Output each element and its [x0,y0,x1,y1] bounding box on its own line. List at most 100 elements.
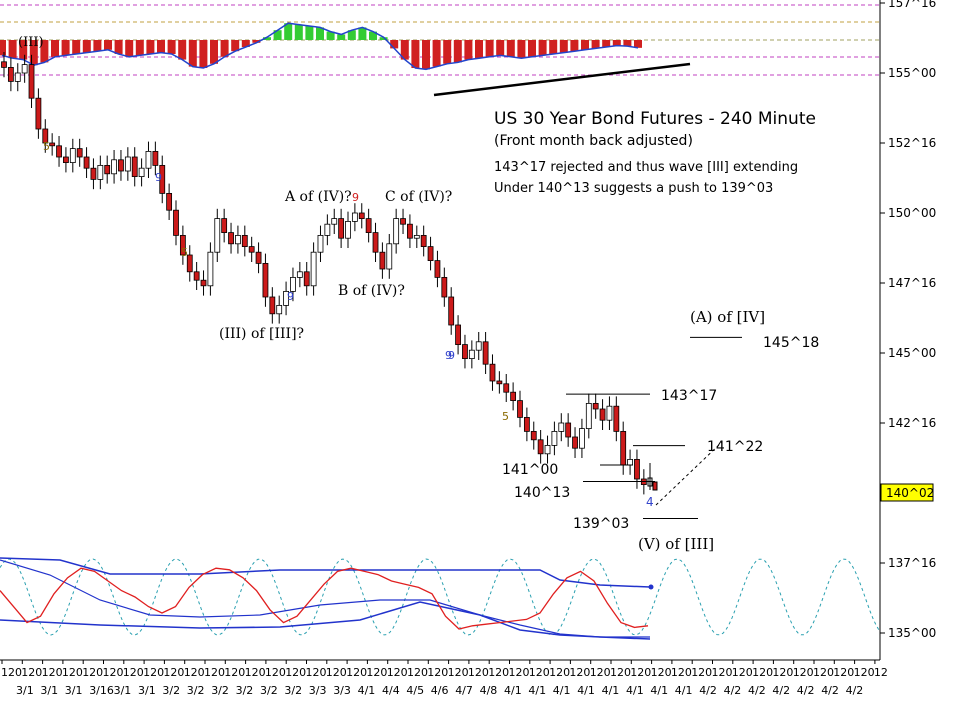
x-tick-label-date: 4/6 [431,684,449,697]
candle-body [56,145,62,158]
indicator-bar [496,40,505,56]
x-tick-label-date: 4/1 [650,684,668,697]
candle-body [200,279,207,287]
candle-body [193,271,200,281]
x-tick-label-date: 4/1 [602,684,620,697]
x-tick-label-date: 3/2 [187,684,205,697]
count-label: 9 [448,349,455,362]
indicator-bar [29,40,38,66]
candle-body [207,251,214,287]
candle-body [21,64,28,74]
candle-body [124,156,131,172]
level-label-143-17: 143^17 [661,388,717,404]
candle-body [517,400,523,418]
count-label: 5 [502,410,509,423]
level-label-141-00: 141^00 [502,462,558,478]
oscillator-line [0,567,649,630]
candle-body [496,380,503,385]
x-tick-label-time: 120 [265,666,286,679]
indicator-bar [379,37,388,40]
indicator-bar [549,40,558,54]
candle-body [537,439,544,455]
candle-body [400,218,406,225]
x-tick-label-time: 120 [651,666,672,679]
candle-body [49,142,56,147]
x-tick-label-time: 120 [488,666,509,679]
indicator-bar [358,27,367,40]
x-tick-label-time: 120 [813,666,834,679]
x-tick-label-date: 3/1 [114,684,132,697]
y-tick-label: 137^16 [888,556,936,570]
x-tick-label-time: 120 [407,666,428,679]
indicator-bar [422,40,430,70]
x-tick-label-date: 3/1 [40,684,58,697]
indicator-line [1,22,639,71]
x-tick-label-time: 120 [42,666,63,679]
indicator-bar [506,40,515,57]
x-tick-label-date: 3/2 [162,684,180,697]
indicator-bar [326,31,335,40]
x-tick-label-time: 120 [326,666,347,679]
candle-body [83,156,90,169]
oscillator-dot [648,584,654,590]
indicator-bar [40,40,49,63]
candle-body [324,223,331,236]
x-tick-label-date: 4/2 [772,684,790,697]
candle-body [420,234,427,247]
x-tick-label-date: 4/4 [382,684,400,697]
indicator-bar [305,26,314,40]
x-tick-label-date: 4/1 [504,684,522,697]
level-label-139-03: 139^03 [573,516,629,532]
x-tick-label-time: 120 [610,666,631,679]
x-tick-label-time: 120 [671,666,692,679]
x-tick-label-time: 120 [1,666,22,679]
candle-body [248,246,255,253]
candle-body [214,218,221,253]
x-tick-label-date: 4/1 [577,684,595,697]
y-tick-label: 155^00 [888,66,936,80]
indicator-panel [0,4,880,97]
indicator-bar [337,34,346,40]
candle-body [159,164,166,194]
x-tick-label-time: 120 [752,666,773,679]
count-label: 9 [155,171,162,184]
candle-body [351,212,358,222]
x-tick-label-date: 3/2 [211,684,229,697]
indicator-bar [199,40,208,68]
indicator-bar [475,40,483,59]
candle-body [386,243,393,270]
x-tick-label-date: 4/5 [406,684,424,697]
indicator-bar [188,40,197,67]
candle-body [97,164,104,180]
candle-body [634,458,640,480]
middle-band [0,559,650,638]
candle-body [530,430,537,441]
candle-body [1,61,7,68]
y-tick-label: 150^00 [888,206,936,220]
count-label: 9 [287,290,294,303]
count-label: 9 [352,191,359,204]
candle-body [448,296,455,326]
indicator-bar [19,40,28,60]
candle-body [565,422,572,438]
indicator-bar [369,31,377,40]
candle-body [186,254,193,273]
x-tick-label-time: 120 [427,666,448,679]
upper-band [0,557,651,588]
candle-body [503,383,510,393]
candle-body [413,234,420,239]
indicator-bar [570,40,579,52]
candle-body [310,251,317,287]
x-tick-label-date: 4/2 [724,684,742,697]
indicator-bar [0,40,6,56]
indicator-bar [273,30,282,40]
count-label: 9 [445,349,452,362]
indicator-bar [581,40,589,50]
candle-body [255,251,262,264]
x-tick-label-date: 4/2 [699,684,717,697]
candle-body [468,349,475,360]
candle-body [510,391,517,402]
x-tick-label-time: 120 [712,666,733,679]
x-tick-label-date: 3/16 [89,684,114,697]
x-tick-label-time: 120 [285,666,306,679]
